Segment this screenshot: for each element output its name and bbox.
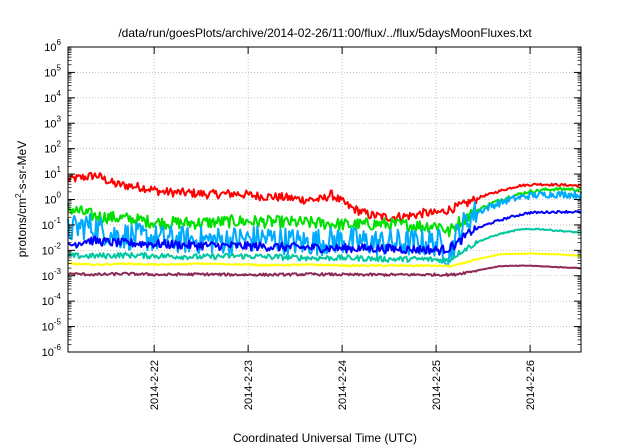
x-axis-ticks: 2014-2-22 2014-2-23 2014-2-24 2014-2-25 2014… [149, 47, 537, 410]
y-tick-label-exponent: -6 [54, 343, 62, 352]
x-tick-label: 2014-2-25 [431, 360, 443, 410]
series-layer [67, 171, 582, 277]
y-tick-label-exponent: -1 [54, 216, 62, 225]
series-line-4 [67, 209, 582, 256]
y-tick-label-base: 10 [42, 271, 54, 283]
y-tick-label: 105 [44, 63, 61, 79]
y-tick-label: 103 [44, 114, 61, 130]
y-axis-label: protons/cm2-s-sr-MeV [14, 141, 29, 257]
chart-title: /data/run/goesPlots/archive/2014-02-26/1… [118, 26, 532, 40]
y-tick-label-base: 10 [42, 347, 54, 359]
series-line-1 [67, 171, 582, 222]
y-tick-label-exponent: 6 [57, 38, 62, 47]
y-tick-label-exponent: 5 [57, 63, 62, 72]
y-tick-label-base: 10 [44, 67, 56, 79]
series-line-2 [67, 186, 582, 238]
y-tick-label: 101 [44, 165, 61, 181]
y-tick-label-base: 10 [42, 322, 54, 334]
x-tick-label: 2014-2-26 [525, 360, 537, 410]
y-tick-label-exponent: 0 [57, 191, 62, 200]
y-tick-label-exponent: -4 [54, 292, 62, 301]
y-tick-label-base: 10 [44, 42, 56, 54]
y-tick-label-exponent: 1 [57, 165, 62, 174]
y-tick-label: 10-4 [42, 292, 62, 308]
y-tick-label: 106 [44, 38, 61, 54]
y-tick-label: 10-3 [42, 267, 62, 283]
y-tick-label: 100 [44, 191, 61, 207]
y-tick-label-base: 10 [42, 296, 54, 308]
y-tick-label-base: 10 [44, 195, 56, 207]
y-tick-label-base: 10 [44, 144, 56, 156]
y-axis-label-superscript: 2 [14, 193, 23, 198]
y-tick-label-base: 10 [42, 220, 54, 232]
y-tick-label-exponent: 3 [57, 114, 62, 123]
x-axis-label: Coordinated Universal Time (UTC) [233, 431, 417, 445]
series-line-3 [67, 190, 582, 267]
series-line-6 [67, 252, 582, 268]
y-tick-label-exponent: -2 [54, 241, 62, 250]
x-tick-label: 2014-2-24 [337, 360, 349, 410]
y-tick-label-exponent: 4 [57, 89, 62, 98]
y-axis-ticks: 10-610-510-410-310-210-11001011021031041… [42, 38, 581, 359]
x-tick-label: 2014-2-22 [149, 360, 161, 410]
y-tick-label-base: 10 [44, 169, 56, 181]
y-tick-label-exponent: -3 [54, 267, 62, 276]
y-tick-label-base: 10 [44, 93, 56, 105]
y-axis-label-units: -s-sr-MeV [15, 141, 29, 194]
y-tick-label-base: 10 [44, 118, 56, 130]
series-line-5 [67, 227, 582, 264]
y-axis-label-main: protons/cm [15, 198, 29, 257]
y-tick-label: 10-1 [42, 216, 62, 232]
y-tick-label: 10-5 [42, 318, 62, 334]
series-line-7 [67, 264, 582, 277]
y-tick-label: 10-2 [42, 241, 62, 257]
y-tick-label-exponent: 2 [57, 140, 62, 149]
x-tick-label: 2014-2-23 [243, 360, 255, 410]
y-tick-label-exponent: -5 [54, 318, 62, 327]
y-tick-label: 102 [44, 140, 61, 156]
y-tick-label: 104 [44, 89, 61, 105]
y-tick-label: 10-6 [42, 343, 62, 359]
y-tick-label-base: 10 [42, 245, 54, 257]
